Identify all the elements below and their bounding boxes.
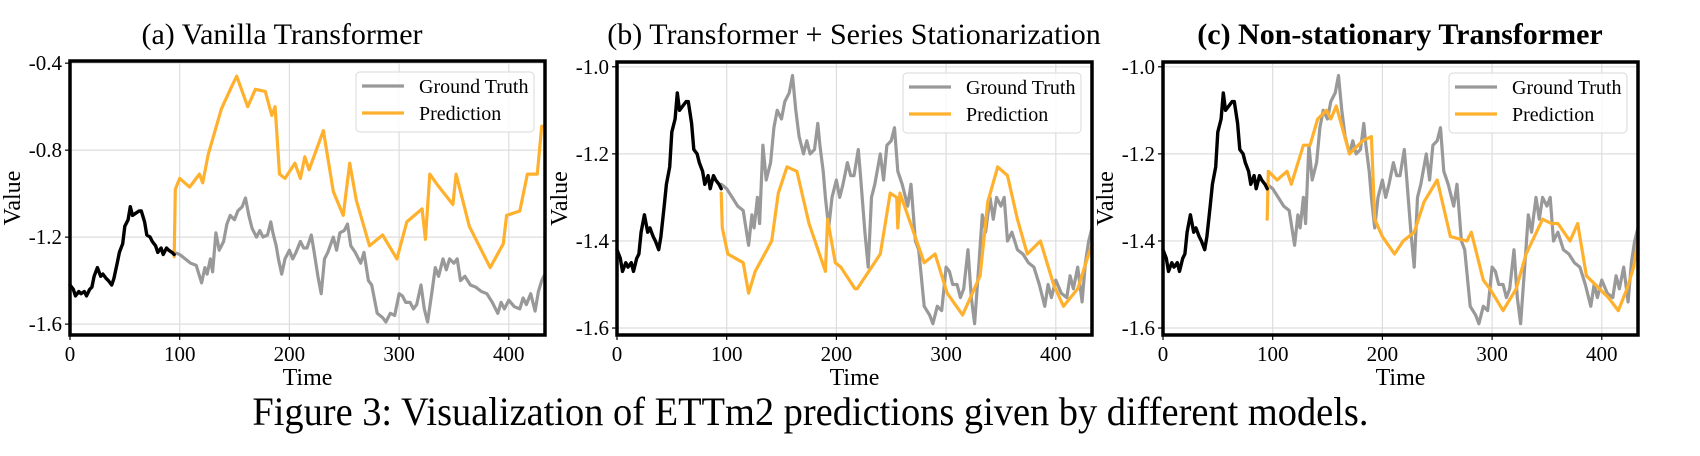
ground-truth-line	[719, 73, 1094, 326]
x-axis-label: Time	[1376, 365, 1426, 391]
panel-c: (c) Non-stationary Transformer 0 100 200 300…	[1093, 18, 1640, 391]
x-tick-label: 100	[711, 342, 743, 366]
panel-title: (b) Transformer + Series Stationarizatio…	[607, 18, 1101, 51]
legend-label-ground-truth: Ground Truth	[419, 76, 528, 98]
ground-truth-line	[1265, 73, 1640, 326]
legend-label-prediction: Prediction	[419, 103, 501, 125]
panel-a: (a) Vanilla Transformer 0 100 200 300 400 -1.6…	[0, 18, 547, 391]
y-tick-label: -0.8	[29, 138, 62, 162]
axes-frame	[1161, 60, 1640, 337]
history-line	[68, 205, 176, 298]
y-axis-label: Value	[0, 171, 26, 226]
legend-label-ground-truth: Ground Truth	[966, 77, 1075, 99]
x-axis-label: Time	[830, 365, 880, 391]
x-tick-label: 100	[1257, 342, 1289, 366]
y-tick-label: -1.0	[576, 55, 609, 79]
y-axis-label: Value	[547, 171, 573, 226]
y-tick-label: -1.6	[29, 312, 62, 336]
x-tick-label: 400	[1586, 342, 1618, 366]
x-tick-label: 200	[1367, 342, 1399, 366]
grid	[69, 61, 545, 335]
legend: Ground Truth Prediction	[902, 72, 1082, 134]
legend-label-ground-truth: Ground Truth	[1512, 77, 1621, 99]
prediction-line	[1265, 104, 1640, 313]
legend-label-prediction: Prediction	[1512, 104, 1594, 126]
panel-title: (a) Vanilla Transformer	[141, 18, 422, 51]
x-tick-label: 400	[1040, 342, 1072, 366]
ground-truth-line	[172, 196, 547, 324]
y-tick-label: -1.6	[1122, 316, 1155, 340]
y-axis-label: Value	[1093, 171, 1119, 226]
y-tick-label: -1.4	[1122, 229, 1156, 253]
x-tick-label: 300	[1476, 342, 1508, 366]
y-tick-label: -0.4	[29, 51, 63, 75]
legend: Ground Truth Prediction	[1448, 72, 1628, 134]
axes-frame	[615, 60, 1094, 337]
figure-caption-text: Figure 3: Visualization of ETTm2 predict…	[252, 389, 1369, 434]
y-tick-label: -1.6	[576, 316, 609, 340]
panel-b: (b) Transformer + Series Stationarizatio…	[547, 18, 1101, 391]
legend: Ground Truth Prediction	[355, 71, 535, 133]
x-tick-label: 300	[383, 342, 415, 366]
y-tick-label: -1.4	[576, 229, 610, 253]
x-tick-label: 0	[1158, 342, 1169, 366]
x-axis-label: Time	[283, 365, 333, 391]
x-tick-label: 400	[493, 342, 525, 366]
x-tick-label: 100	[164, 342, 196, 366]
figure-caption: Figure 3: Visualization of ETTm2 predict…	[33, 388, 1665, 435]
x-tick-label: 0	[612, 342, 623, 366]
y-tick-label: -1.2	[29, 225, 62, 249]
x-tick-label: 200	[274, 342, 306, 366]
prediction-line	[719, 165, 1094, 317]
history-line	[1161, 91, 1269, 274]
y-tick-label: -1.0	[1122, 55, 1155, 79]
y-tick-label: -1.2	[576, 142, 609, 166]
axes-frame	[68, 59, 547, 337]
x-tick-label: 300	[930, 342, 962, 366]
history-line	[615, 91, 723, 274]
x-tick-label: 200	[821, 342, 853, 366]
x-tick-label: 0	[65, 342, 76, 366]
legend-label-prediction: Prediction	[966, 104, 1048, 126]
y-tick-label: -1.2	[1122, 142, 1155, 166]
panel-title: (c) Non-stationary Transformer	[1197, 18, 1602, 51]
prediction-line	[172, 74, 547, 270]
